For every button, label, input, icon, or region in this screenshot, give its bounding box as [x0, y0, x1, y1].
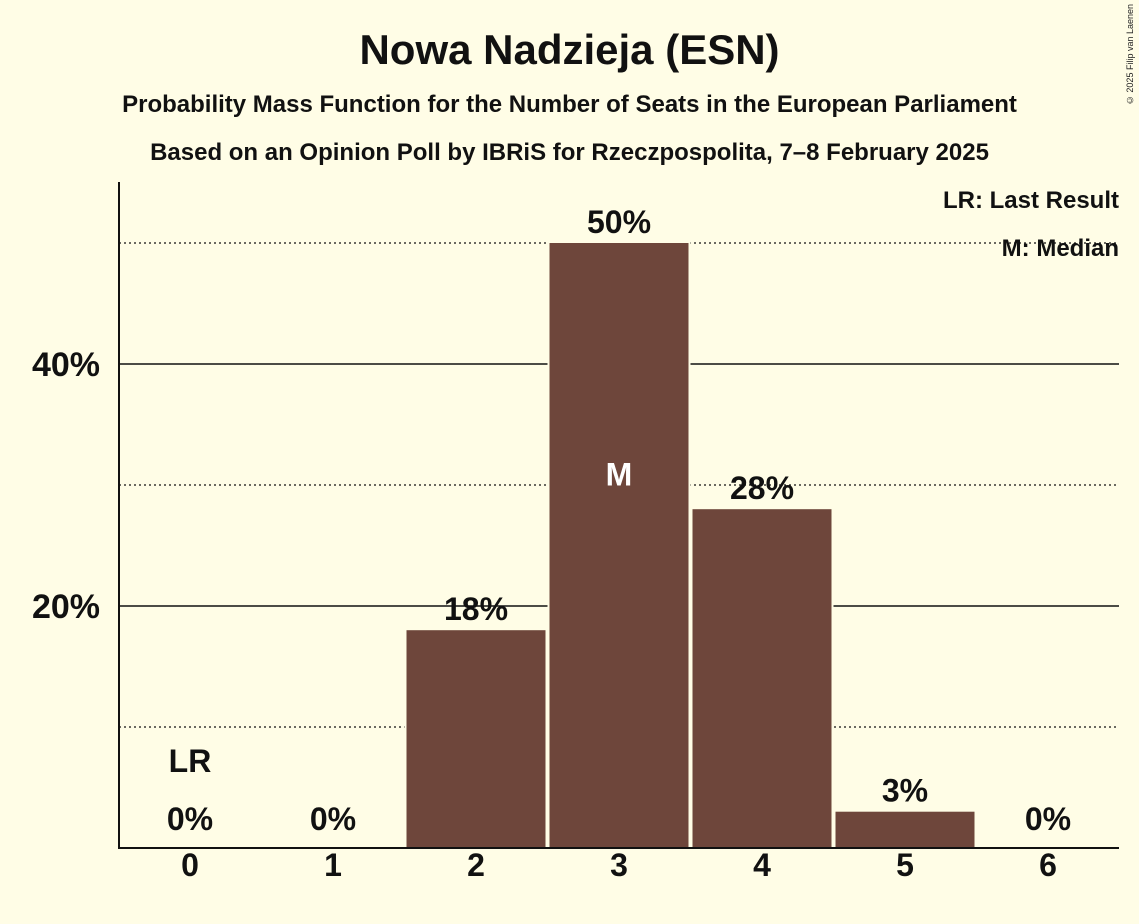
data-label: 50% — [587, 204, 651, 240]
x-tick-label: 2 — [467, 847, 485, 883]
bar-seats-3 — [549, 243, 689, 848]
bar-seats-4 — [692, 509, 832, 848]
x-tick-label: 6 — [1039, 847, 1057, 883]
bar-seats-2 — [406, 630, 546, 848]
data-label: 0% — [167, 801, 213, 837]
data-label: 28% — [730, 470, 794, 506]
legend-median: M: Median — [1001, 235, 1119, 262]
bar-seats-5 — [835, 811, 975, 848]
x-tick-label: 5 — [896, 847, 914, 883]
x-tick-label: 4 — [753, 847, 771, 883]
x-tick-label: 3 — [610, 847, 628, 883]
data-label: 0% — [1025, 801, 1071, 837]
last-result-marker: LR — [169, 743, 212, 779]
chart-title: Nowa Nadzieja (ESN) — [359, 26, 780, 73]
data-label: 0% — [310, 801, 356, 837]
median-marker: M — [606, 457, 633, 493]
x-tick-label: 0 — [181, 847, 199, 883]
y-tick-label: 40% — [32, 346, 100, 384]
x-tick-label: 1 — [324, 847, 342, 883]
bars — [404, 241, 977, 848]
data-label: 18% — [444, 591, 508, 627]
legend-last-result: LR: Last Result — [942, 187, 1119, 214]
y-tick-label: 20% — [32, 588, 100, 626]
chart-source-line: Based on an Opinion Poll by IBRiS for Rz… — [150, 139, 989, 166]
axes — [118, 182, 1119, 849]
data-label: 3% — [882, 773, 928, 809]
chart-subtitle: Probability Mass Function for the Number… — [122, 91, 1017, 118]
